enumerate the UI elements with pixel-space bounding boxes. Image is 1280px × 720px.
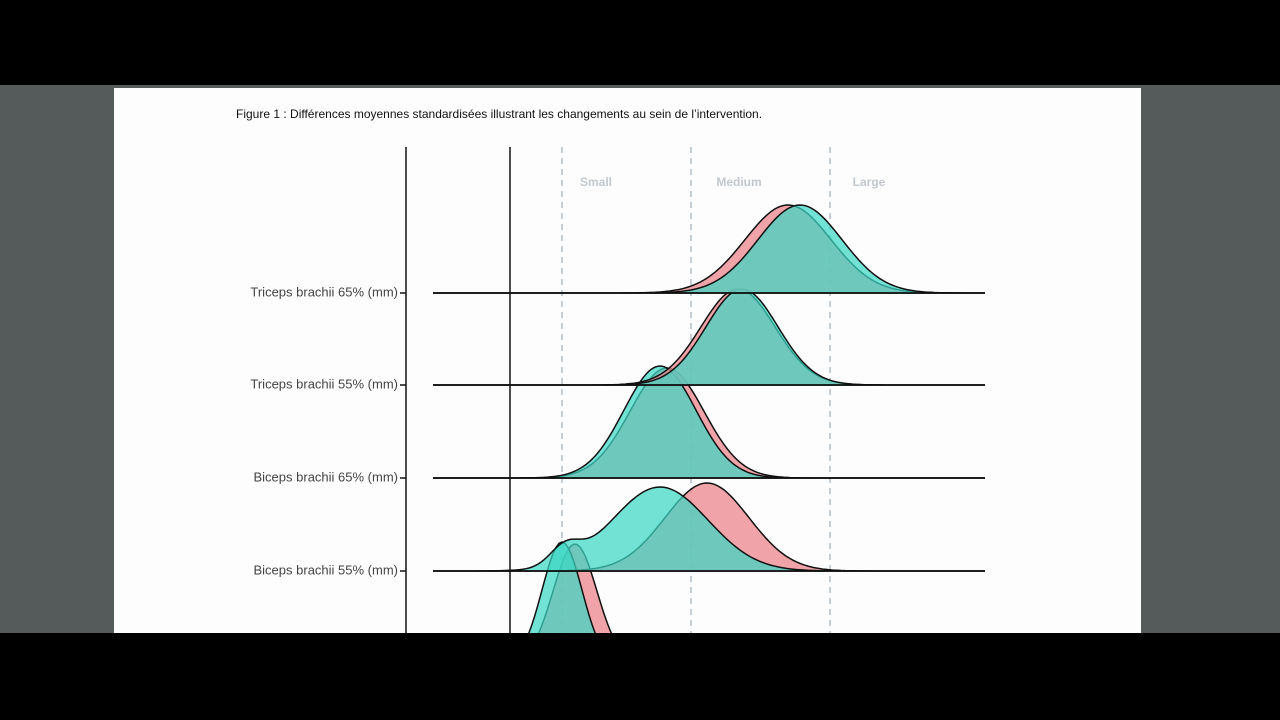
row-label: Biceps brachii 65% (mm) xyxy=(254,469,399,484)
effect-label: Medium xyxy=(716,175,761,189)
effect-label: Large xyxy=(853,175,886,189)
viewer: Figure 1 : Différences moyennes standard… xyxy=(0,85,1280,633)
row-label: Triceps brachii 65% (mm) xyxy=(250,284,398,299)
row-label: Triceps brachii 55% (mm) xyxy=(250,376,398,391)
effect-label: Small xyxy=(580,175,612,189)
caption: Figure 1 : Différences moyennes standard… xyxy=(236,107,762,121)
density-teal xyxy=(528,541,596,633)
figure: Figure 1 : Différences moyennes standard… xyxy=(236,107,985,633)
density-teal xyxy=(433,288,985,386)
row-label: Biceps brachii 55% (mm) xyxy=(254,562,399,577)
density-pink xyxy=(433,204,985,294)
document-page: Figure 1 : Différences moyennes standard… xyxy=(114,88,1141,633)
